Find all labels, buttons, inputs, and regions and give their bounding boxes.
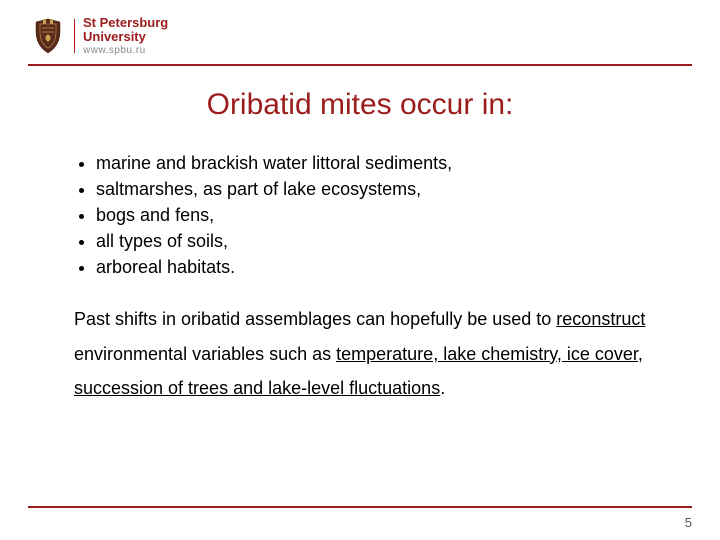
list-item: arboreal habitats. — [96, 254, 660, 280]
para-text: environmental variables such as — [74, 344, 336, 364]
logo-divider — [74, 19, 75, 53]
list-item: saltmarshes, as part of lake ecosystems, — [96, 176, 660, 202]
university-emblem-icon — [28, 16, 68, 56]
slide-body: marine and brackish water littoral sedim… — [74, 150, 660, 405]
para-text: Past shifts in oribatid assemblages can … — [74, 309, 556, 329]
slide-title: Oribatid mites occur in: — [0, 88, 720, 122]
university-name-line1: St Petersburg — [83, 16, 168, 30]
list-item: all types of soils, — [96, 228, 660, 254]
slide: St Petersburg University www.spbu.ru Ori… — [0, 0, 720, 540]
university-name-line2: University — [83, 30, 168, 44]
list-item: bogs and fens, — [96, 202, 660, 228]
bottom-rule — [28, 506, 692, 508]
university-url: www.spbu.ru — [83, 45, 168, 56]
para-underline-1: reconstruct — [556, 309, 645, 329]
header: St Petersburg University www.spbu.ru — [28, 14, 692, 58]
logo-text: St Petersburg University www.spbu.ru — [83, 16, 168, 57]
bullet-list: marine and brackish water littoral sedim… — [74, 150, 660, 280]
paragraph: Past shifts in oribatid assemblages can … — [74, 302, 660, 405]
list-item: marine and brackish water littoral sedim… — [96, 150, 660, 176]
top-rule — [28, 64, 692, 66]
page-number: 5 — [685, 515, 692, 530]
para-text: . — [440, 378, 445, 398]
